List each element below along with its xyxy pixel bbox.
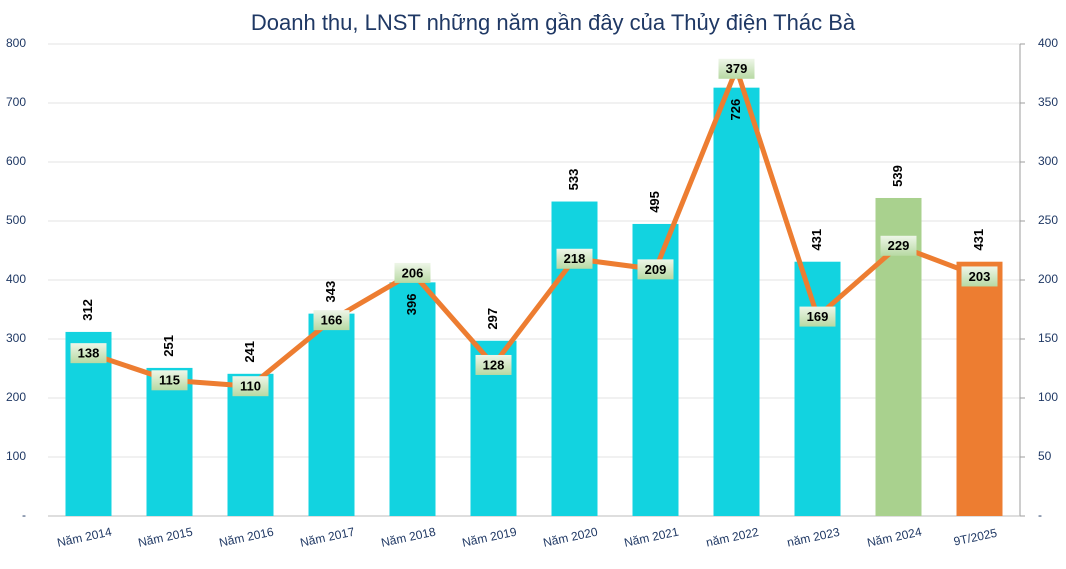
y-tick-label: 400 [6,272,26,286]
bar-value-label: 539 [890,165,905,187]
y2-tick-label: 100 [1038,390,1058,404]
line-label-box [313,310,350,331]
line-label-box [718,58,755,79]
line-label-box [799,306,836,327]
bar-value-label: 251 [161,335,176,357]
x-tick-label: Năm 2019 [461,525,518,550]
x-tick-label: Năm 2017 [299,525,356,550]
bar-value-label: 431 [971,229,986,251]
line-label-box [394,262,431,283]
y2-tick-label: 250 [1038,213,1058,227]
line-value-label: 206 [402,265,424,280]
x-tick-label: Năm 2021 [623,525,680,550]
line-label-box [151,370,188,391]
line-label-box [637,259,674,280]
bar [713,87,760,516]
bar-value-label: 431 [809,229,824,251]
bar [146,367,193,516]
line-value-label: 110 [240,379,261,394]
line-value-label: 166 [321,313,343,328]
x-tick-label: Năm 2014 [56,525,113,550]
line-label-box [556,248,593,269]
line-value-label: 169 [807,309,829,324]
line-value-label: 218 [564,251,586,266]
y2-tick-label: 350 [1038,95,1058,109]
line-label-box [475,354,512,375]
line-value-label: 128 [483,357,505,372]
bar [956,261,1003,516]
y2-tick-label: 200 [1038,272,1058,286]
line-value-label: 379 [726,61,748,76]
x-tick-label: năm 2022 [705,525,760,550]
x-tick-label: Năm 2020 [542,525,599,550]
bar [389,282,436,516]
bar-value-label: 396 [404,294,419,316]
y-tick-label: 300 [6,331,26,345]
x-tick-label: 9T/2025 [952,526,998,549]
y-tick-label: - [22,508,26,522]
x-tick-label: Năm 2016 [218,525,275,550]
x-tick-label: năm 2023 [786,525,841,550]
y-tick-label: 600 [6,154,26,168]
y-tick-label: 500 [6,213,26,227]
line-label-box [961,266,998,287]
y-tick-label: 200 [6,390,26,404]
y2-tick-label: 150 [1038,331,1058,345]
bar-value-label: 343 [323,281,338,303]
y2-tick-label: - [1038,508,1042,522]
line-value-label: 229 [888,238,910,253]
y-tick-label: 800 [6,36,26,50]
x-tick-label: Năm 2018 [380,525,437,550]
y-tick-label: 700 [6,95,26,109]
y-tick-label: 100 [6,449,26,463]
chart-title: Doanh thu, LNST những năm gần đây của Th… [251,10,856,35]
bar-value-label: 495 [647,191,662,213]
bar-value-label: 726 [728,99,743,121]
x-tick-label: Năm 2024 [866,525,923,550]
bar-value-label: 533 [566,169,581,191]
bar-value-label: 312 [80,299,95,321]
bar [227,373,274,516]
x-tick-label: Năm 2015 [137,525,194,550]
line-label-box [232,376,269,397]
line-label-box [70,343,107,364]
bar-value-label: 241 [242,341,257,363]
line-value-label: 203 [969,269,991,284]
line-label-box [880,235,917,256]
bar [308,313,355,516]
line-value-label: 138 [78,346,100,361]
bar [551,201,598,516]
y2-tick-label: 400 [1038,36,1058,50]
y2-tick-label: 300 [1038,154,1058,168]
line-value-label: 209 [645,262,667,277]
y2-tick-label: 50 [1038,449,1052,463]
bar-value-label: 297 [485,308,500,330]
line-value-label: 115 [159,373,180,388]
